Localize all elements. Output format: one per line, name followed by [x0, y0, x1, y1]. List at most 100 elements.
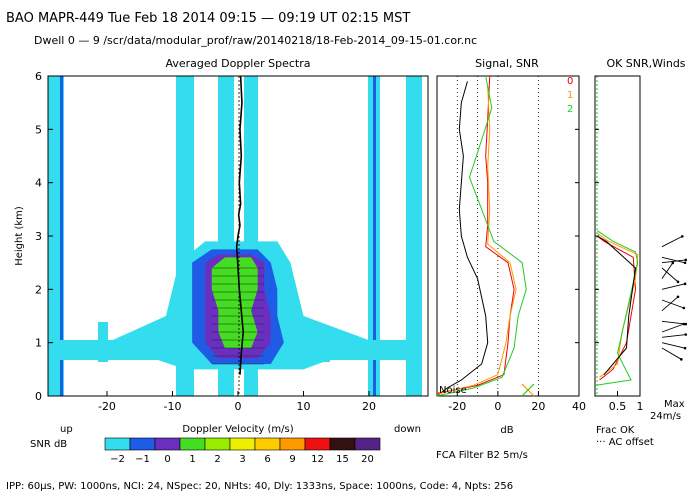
wind-barb	[661, 334, 686, 338]
colorbar-tick-label: 6	[264, 454, 270, 465]
colorbar-swatch	[154, 437, 181, 451]
cross-marker	[521, 383, 535, 397]
wind-barb	[661, 296, 679, 312]
signal-series	[436, 75, 527, 397]
colorbar-swatch	[279, 437, 306, 451]
height-y-tick-label: 4	[35, 177, 42, 190]
colorbar-swatch	[129, 437, 156, 451]
max-label: Max	[664, 399, 685, 410]
colorbar-tick-label: 20	[361, 454, 374, 465]
wind-barb	[661, 267, 679, 283]
height-y-tick-label: 5	[35, 123, 42, 136]
colorbar-swatch	[104, 437, 131, 451]
signal-series-line	[436, 75, 515, 394]
mean-velocity-profile	[235, 75, 245, 375]
clutter-strip-right	[406, 76, 422, 396]
frac-ok-label: Frac OK	[596, 425, 635, 436]
doppler-x-tick-label: -20	[98, 400, 116, 413]
parameters-footer: IPP: 60μs, PW: 1000ns, NCI: 24, NSpec: 2…	[6, 481, 513, 492]
wind-barb-tip	[683, 261, 687, 265]
colorbar-tick-label: 0	[164, 454, 170, 465]
ac-offset-label: ··· AC offset	[596, 437, 654, 448]
fca-filter-label: FCA Filter B2 5m/s	[436, 450, 528, 461]
plot-header-title: BAO MAPR-449 Tue Feb 18 2014 09:15 — 09:…	[6, 11, 410, 26]
wind-barb	[661, 283, 686, 290]
doppler-spectra-panel: -20 -10 0 10 20 0 1 2 3 4 5 6	[35, 70, 429, 413]
ok-series-line	[596, 235, 637, 381]
doppler-x-tick-label: 0	[235, 400, 242, 413]
colorbar-swatch	[229, 437, 256, 451]
wind-barb	[661, 320, 686, 325]
cross-marker-b	[521, 383, 535, 397]
colorbar-tick-label: 3	[239, 454, 245, 465]
signal-x-axis-label: dB	[500, 425, 513, 436]
wind-barb-tip	[680, 235, 684, 238]
ok-x-tick-label: 0.5	[609, 400, 627, 413]
legend-line-2: 2	[567, 104, 573, 115]
wind-barb-tip	[684, 322, 688, 326]
ok-frame	[594, 75, 641, 397]
colorbar-tick-label: −2	[110, 454, 125, 465]
signal-x-ticks: -20 0 20 40	[448, 75, 586, 413]
colorbar-tick-label: 15	[336, 454, 349, 465]
wind-barb	[661, 256, 686, 264]
height-y-tick-label: 1	[35, 337, 42, 350]
signal-frame	[436, 75, 580, 397]
doppler-x-axis-label: Doppler Velocity (m/s)	[182, 424, 293, 435]
colorbar-tick-label: 12	[311, 454, 324, 465]
colorbar-tick-label: 1	[189, 454, 195, 465]
wind-barb	[661, 323, 685, 333]
wind-barbs	[661, 235, 688, 361]
colorbar-swatch	[354, 437, 381, 451]
clutter-strip-d-core	[373, 76, 376, 396]
colorbar-swatch	[179, 437, 206, 451]
wind-barb-tip	[684, 333, 688, 336]
height-axis-label: Height (km)	[14, 206, 25, 266]
noise-label: Noise	[439, 385, 467, 396]
doppler-panel-title: Averaged Doppler Spectra	[165, 57, 310, 70]
colorbar-swatch	[254, 437, 281, 451]
wind-barb-tip	[680, 358, 683, 361]
plot-header-dwell: Dwell 0 — 9 /scr/data/modular_prof/raw/2…	[34, 34, 477, 47]
signal-series-line	[436, 81, 489, 397]
wind-barb	[661, 262, 674, 279]
height-y-tick-label: 3	[35, 230, 42, 243]
clutter-spot-a	[98, 322, 108, 362]
doppler-x-tick-label: 10	[297, 400, 311, 413]
signal-snr-panel: -20 0 20 40 Noise	[436, 75, 586, 413]
wind-barb-tip	[682, 306, 686, 310]
snr-colorbar: −2 −1 0 1 2 3 6 9 12 15 20	[104, 437, 381, 465]
wind-barb	[661, 347, 682, 360]
wind-barb-tip	[676, 295, 680, 299]
wind-barb-tip	[683, 282, 687, 286]
ok-snr-winds-panel: 0.5 1	[594, 75, 688, 413]
colorbar-tick-label: 9	[289, 454, 295, 465]
colorbar-tick-label: −1	[135, 454, 150, 465]
wind-barb	[661, 342, 686, 349]
height-y-tick-label: 6	[35, 70, 42, 83]
height-y-ticks: 0 1 2 3 4 5 6	[35, 70, 53, 403]
ok-series	[594, 230, 639, 386]
colorbar-swatch	[329, 437, 356, 451]
height-gates	[211, 267, 265, 365]
signal-x-tick-label: -20	[448, 400, 466, 413]
ok-x-tick-label: 1	[637, 400, 644, 413]
colorbar-swatch	[304, 437, 331, 451]
max-value-label: 24m/s	[650, 411, 681, 422]
height-y-tick-label: 2	[35, 283, 42, 296]
ok-series-line	[596, 232, 639, 378]
wind-barb-tip	[684, 258, 688, 262]
legend-line-0: 0	[567, 76, 573, 87]
ok-series-line	[596, 235, 637, 375]
wind-barb-tip	[671, 261, 675, 265]
legend-line-1: 1	[567, 90, 573, 101]
colorbar-swatch	[204, 437, 231, 451]
signal-x-tick-label: 20	[531, 400, 545, 413]
doppler-x-tick-label: -10	[163, 400, 181, 413]
signal-gridlines	[456, 76, 539, 396]
up-label: up	[60, 424, 73, 435]
wind-barb-tip	[683, 346, 687, 350]
doppler-x-ticks: -20 -10 0 10 20	[98, 391, 376, 413]
